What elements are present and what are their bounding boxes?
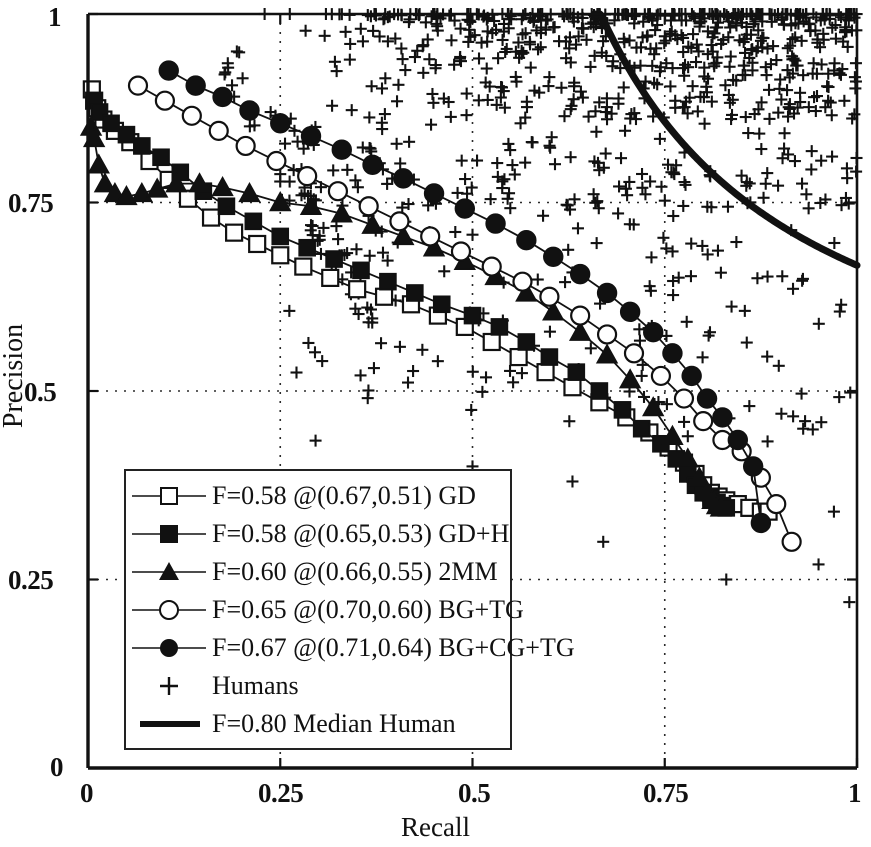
xtick-label-075: 0.75	[643, 778, 689, 808]
x-axis-title: Recall	[401, 812, 470, 842]
legend-label: F=0.65 @(0.70,0.60) BG+TG	[212, 595, 524, 624]
legend-row: F=0.67 @(0.71,0.64) BG+CG+TG	[126, 629, 575, 667]
ytick-label-05: 0.5	[24, 377, 57, 407]
legend-marker-thick-line-icon	[126, 711, 212, 737]
xtick-label-0: 0	[80, 778, 94, 808]
legend-marker-filled-circle-icon	[126, 635, 212, 661]
legend: F=0.58 @(0.67,0.51) GD F=0.58 @(0.65,0.5…	[124, 469, 575, 750]
legend-marker-open-square-icon	[126, 483, 212, 509]
legend-row: F=0.60 @(0.66,0.55) 2MM	[126, 553, 510, 591]
xtick-label-05: 0.5	[458, 778, 491, 808]
ytick-label-075: 0.75	[8, 188, 54, 218]
legend-row: F=0.58 @(0.65,0.53) GD+H	[126, 515, 510, 553]
xtick-label-1: 1	[848, 778, 862, 808]
legend-row: F=0.58 @(0.67,0.51) GD	[126, 477, 510, 515]
ytick-label-025: 0.25	[8, 565, 54, 595]
ytick-label-1: 1	[48, 2, 62, 32]
legend-label: F=0.58 @(0.67,0.51) GD	[212, 481, 476, 510]
legend-label: F=0.80 Median Human	[212, 709, 456, 738]
legend-row: Humans	[126, 667, 510, 705]
legend-marker-filled-triangle-icon	[126, 559, 212, 585]
xtick-label-025: 0.25	[258, 778, 304, 808]
legend-label: F=0.60 @(0.66,0.55) 2MM	[212, 557, 498, 586]
legend-label: Humans	[212, 671, 299, 700]
legend-row: F=0.65 @(0.70,0.60) BG+TG	[126, 591, 524, 629]
legend-marker-open-circle-icon	[126, 597, 212, 623]
legend-marker-plus-icon	[126, 673, 212, 699]
y-axis-title-wrap: Precision	[0, 0, 36, 780]
legend-row: F=0.80 Median Human	[126, 705, 510, 743]
legend-marker-filled-square-icon	[126, 521, 212, 547]
ytick-label-0: 0	[50, 752, 64, 782]
y-axis-title: Precision	[0, 323, 29, 429]
legend-label: F=0.58 @(0.65,0.53) GD+H	[212, 519, 510, 548]
legend-label: F=0.67 @(0.71,0.64) BG+CG+TG	[212, 633, 575, 662]
